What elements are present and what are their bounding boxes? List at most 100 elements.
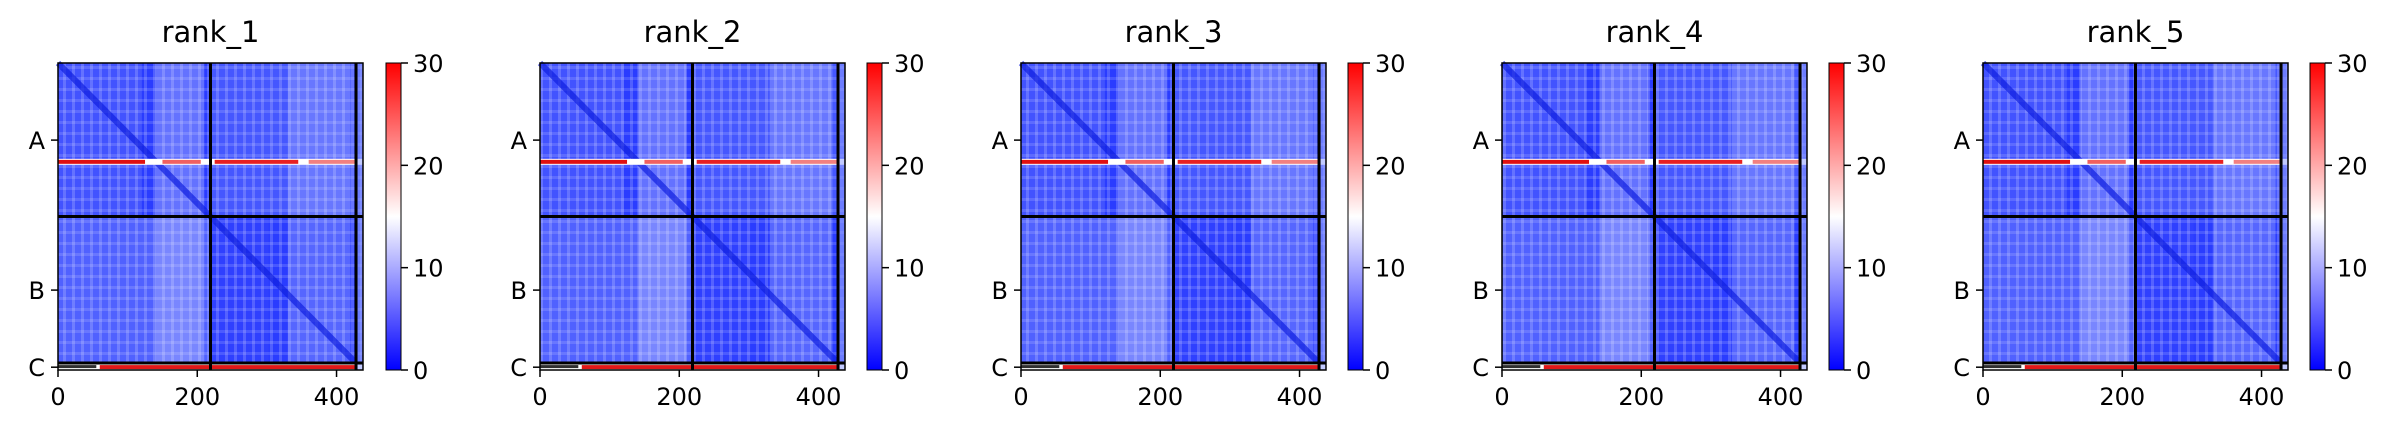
x-tick-label: 400 — [314, 383, 360, 411]
heatmap-row — [2139, 159, 2224, 164]
heatmap-row — [540, 159, 628, 164]
x-tick-label: 0 — [1494, 383, 1509, 411]
heatmap-diagonal — [537, 60, 841, 366]
heatmap-row — [1502, 159, 1590, 164]
heatmap-row — [2087, 159, 2126, 164]
y-tick-label: B — [1473, 277, 1489, 305]
heatmap-chainC — [1983, 365, 2022, 369]
heatmap-diagonal — [1018, 60, 1322, 366]
x-tick-label: 200 — [656, 383, 702, 411]
y-tick-label: A — [992, 127, 1009, 155]
plot-frame — [1501, 62, 1808, 371]
heatmap-chainC — [581, 365, 840, 370]
plot-frame — [57, 62, 364, 371]
colorbar — [1348, 63, 1363, 370]
x-tick-label: 200 — [2099, 383, 2145, 411]
x-tick-label: 0 — [532, 383, 547, 411]
y-tick-label: A — [511, 127, 528, 155]
heatmap-row — [1658, 159, 1743, 164]
colorbar-tick-label: 20 — [894, 152, 925, 180]
colorbar-tick-label: 0 — [894, 357, 909, 385]
plot-frame — [1982, 62, 2289, 371]
x-tick-label: 200 — [1137, 383, 1183, 411]
x-tick-label: 400 — [1758, 383, 1804, 411]
heatmap-row — [2233, 159, 2283, 164]
heatmap-row — [308, 159, 358, 164]
colorbar — [2310, 63, 2325, 370]
heatmap-row — [1752, 159, 1802, 164]
heatmap-row — [1983, 159, 2071, 164]
colorbar — [386, 63, 401, 370]
y-tick-label: A — [1473, 127, 1490, 155]
y-tick-label: B — [992, 277, 1008, 305]
panel-title: rank_5 — [2087, 15, 2185, 49]
colorbar — [1829, 63, 1844, 370]
colorbar-tick-label: 30 — [894, 50, 925, 78]
colorbar-tick-label: 20 — [413, 152, 444, 180]
colorbar-tick-label: 20 — [1856, 152, 1887, 180]
colorbar — [867, 63, 882, 370]
heatmap-row — [58, 159, 146, 164]
heatmap-chainC — [2024, 365, 2283, 370]
colorbar-tick-label: 20 — [2337, 152, 2368, 180]
x-tick-label: 0 — [1013, 383, 1028, 411]
y-tick-label: C — [991, 354, 1008, 382]
x-tick-label: 0 — [50, 383, 65, 411]
colorbar-frame — [385, 62, 402, 371]
heatmap-chainC — [1021, 365, 1060, 369]
colorbar-tick-label: 0 — [2337, 357, 2352, 385]
colorbar-tick-label: 10 — [894, 255, 925, 283]
x-tick-label: 0 — [1975, 383, 1990, 411]
colorbar-tick-label: 30 — [1375, 50, 1406, 78]
y-tick-label: A — [1954, 127, 1971, 155]
x-tick-label: 400 — [1277, 383, 1323, 411]
heatmap-row — [1606, 159, 1645, 164]
heatmap-row — [1177, 159, 1262, 164]
heatmap-row — [214, 159, 299, 164]
colorbar-tick-label: 0 — [413, 357, 428, 385]
colorbar-tick-label: 0 — [1856, 357, 1871, 385]
y-tick-label: C — [510, 354, 527, 382]
colorbar-tick-label: 30 — [2337, 50, 2368, 78]
colorbar-frame — [1828, 62, 1845, 371]
y-tick-label: A — [29, 127, 46, 155]
panel-title: rank_4 — [1606, 15, 1704, 49]
y-tick-label: C — [28, 354, 45, 382]
y-tick-label: B — [29, 277, 45, 305]
panel-title: rank_1 — [162, 15, 260, 49]
x-tick-label: 400 — [2239, 383, 2285, 411]
x-tick-label: 200 — [174, 383, 220, 411]
colorbar-tick-label: 10 — [1856, 255, 1887, 283]
heatmap-row — [790, 159, 840, 164]
x-tick-label: 200 — [1618, 383, 1664, 411]
colorbar-tick-label: 30 — [413, 50, 444, 78]
heatmap-row — [1021, 159, 1109, 164]
y-tick-label: B — [1954, 277, 1970, 305]
colorbar-frame — [2309, 62, 2326, 371]
heatmap-row — [1125, 159, 1164, 164]
colorbar-tick-label: 20 — [1375, 152, 1406, 180]
heatmap-row — [162, 159, 201, 164]
plot-frame — [539, 62, 846, 371]
heatmap-chainC — [1543, 365, 1802, 370]
heatmap-diagonal — [55, 60, 359, 366]
y-tick-label: C — [1472, 354, 1489, 382]
y-tick-label: B — [511, 277, 527, 305]
heatmap-diagonal — [1499, 60, 1803, 366]
x-tick-label: 400 — [796, 383, 842, 411]
heatmap-chainC — [1502, 365, 1541, 369]
heatmap-chainC — [99, 365, 358, 370]
heatmap-diagonal — [1980, 60, 2284, 366]
colorbar-tick-label: 0 — [1375, 357, 1390, 385]
colorbar-tick-label: 30 — [1856, 50, 1887, 78]
colorbar-tick-label: 10 — [2337, 255, 2368, 283]
colorbar-frame — [866, 62, 883, 371]
colorbar-tick-label: 10 — [413, 255, 444, 283]
heatmap-chainC — [1062, 365, 1321, 370]
colorbar-tick-label: 10 — [1375, 255, 1406, 283]
heatmap-row — [1271, 159, 1321, 164]
